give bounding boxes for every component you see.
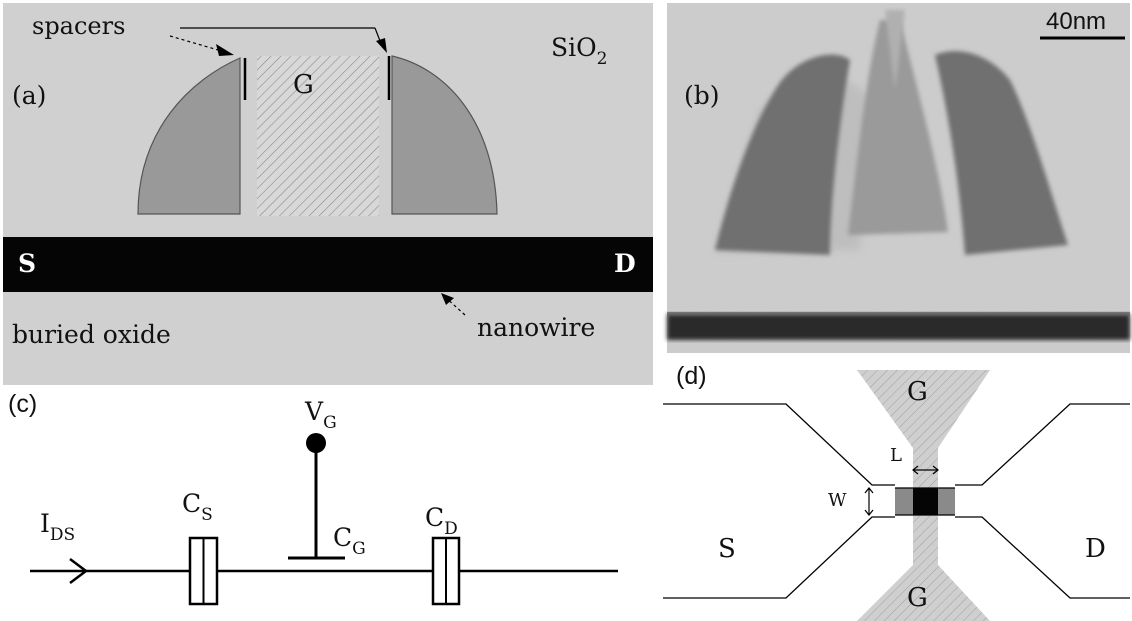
- buried-oxide-label: buried oxide: [12, 320, 171, 349]
- vg-sub: G: [323, 413, 337, 433]
- panel-b-label: (b): [684, 81, 720, 110]
- drain-outline-bottom: [955, 516, 1130, 599]
- panel-c: (c) VG IDS CS CG CD: [8, 390, 618, 606]
- left-spacer-image: [715, 54, 850, 256]
- scale-bar-label: 40nm: [1046, 8, 1106, 35]
- cs-main: C: [182, 489, 201, 518]
- gate-bottom-label: G: [907, 583, 928, 613]
- sio2-sub: 2: [597, 49, 608, 69]
- left-spacer: [137, 57, 241, 215]
- cd-sub: D: [444, 519, 458, 539]
- cd-main: C: [425, 503, 444, 532]
- nanowire-edge: [667, 312, 1130, 316]
- vg-main: V: [304, 397, 324, 426]
- width-arrow-top: [864, 487, 874, 494]
- current-arrow: [69, 558, 89, 584]
- sio2-label: SiO2: [551, 33, 607, 69]
- nanowire-arrowhead: [441, 293, 454, 305]
- length-arrow-right: [932, 465, 939, 475]
- drain-label-a: D: [614, 249, 636, 278]
- drain-outline-top: [955, 403, 1130, 486]
- length-arrow-left: [912, 465, 919, 475]
- sio2-main: SiO: [551, 33, 597, 62]
- nanowire-image: [667, 314, 1130, 340]
- source-outline-bottom: [663, 516, 895, 599]
- spacer-arrowhead-right: [376, 38, 387, 53]
- width-label: W: [828, 490, 847, 511]
- cs-sub: S: [201, 505, 213, 525]
- spacer-arrowhead-left: [216, 44, 234, 56]
- gate-hatch: [257, 56, 379, 216]
- ids-sub: DS: [50, 525, 75, 545]
- length-label: L: [890, 445, 902, 466]
- gate-stem-image: [885, 10, 905, 90]
- channel-core: [913, 488, 938, 515]
- cd-label: CD: [425, 503, 458, 539]
- ids-main: I: [40, 509, 50, 538]
- cg-label: CG: [333, 523, 366, 559]
- panel-a: spacers (a) G SiO2 S D buried oxide nano…: [3, 3, 653, 385]
- nanowire-callout: [444, 296, 466, 316]
- vg-label: VG: [304, 397, 337, 433]
- drain-label-d: D: [1085, 534, 1106, 564]
- panel-c-label: (c): [8, 390, 37, 418]
- cs-label: CS: [182, 489, 213, 525]
- cg-sub: G: [352, 539, 366, 559]
- source-label-d: S: [718, 534, 736, 564]
- right-spacer-image: [935, 51, 1068, 255]
- right-spacer: [391, 55, 498, 215]
- source-outline-top: [663, 403, 895, 486]
- nanowire-label: nanowire: [477, 313, 595, 342]
- cg-main: C: [333, 523, 352, 552]
- gate-top-label: G: [907, 377, 928, 407]
- width-arrow-bottom: [864, 509, 874, 516]
- gate-label: G: [293, 70, 314, 100]
- spacers-label: spacers: [32, 12, 125, 40]
- panel-a-label: (a): [12, 81, 46, 110]
- nanowire-bar: [3, 237, 653, 292]
- ids-label: IDS: [40, 509, 75, 545]
- source-label-a: S: [18, 249, 36, 278]
- gate-terminal: [306, 433, 326, 453]
- panel-b: 40nm (b): [667, 3, 1130, 353]
- gate-image: [848, 20, 948, 235]
- panel-d-label: (d): [676, 362, 707, 390]
- panel-d: (d) G G L W S D: [663, 362, 1130, 621]
